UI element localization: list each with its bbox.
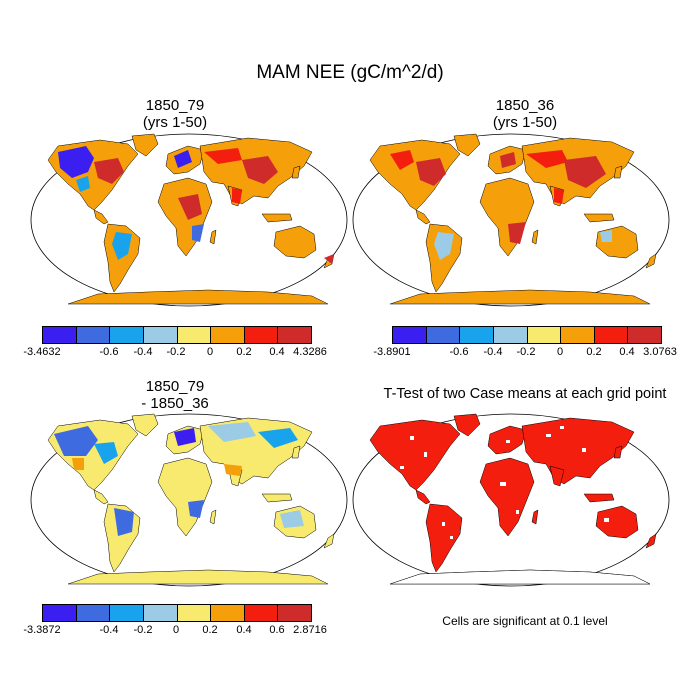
panel2-title: 1850_36 (yrs 1-50) [390, 97, 660, 131]
colorbar-panel1 [42, 326, 312, 344]
colorbar-label: -3.3872 [23, 624, 61, 636]
colorbar-swatch [43, 327, 77, 343]
colorbar-swatch [143, 327, 178, 343]
panel3-title: 1850_79 - 1850_36 [40, 378, 310, 412]
colorbar-swatch [278, 605, 311, 621]
panel1-title: 1850_79 (yrs 1-50) [40, 97, 310, 131]
anomaly-patches [58, 146, 334, 264]
colorbar-swatch [460, 327, 494, 343]
panel3-title-line1: 1850_79 [145, 378, 205, 395]
panel3-title-line2: - 1850_36 [141, 395, 209, 412]
panel2-title-line2: (yrs 1-50) [492, 114, 558, 131]
colorbar-swatch [244, 327, 279, 343]
colorbar-swatch [594, 327, 629, 343]
colorbar-label: 0.6 [269, 624, 285, 636]
colorbar-label: 0.2 [236, 346, 252, 358]
colorbar-swatch [393, 327, 427, 343]
colorbar-label: -0.4 [99, 624, 119, 636]
colorbar-label: -0.2 [133, 624, 153, 636]
antarctica-not-significant [389, 569, 651, 585]
colorbar-label: 0 [172, 624, 180, 636]
panel1-title-line2: (yrs 1-50) [142, 114, 208, 131]
colorbar-swatch [110, 327, 144, 343]
colorbar-swatch [43, 605, 77, 621]
colorbar-swatch [628, 327, 661, 343]
colorbar-label: 0.4 [619, 346, 635, 358]
colorbar-swatch [76, 605, 111, 621]
anomaly-patches [390, 150, 612, 260]
colorbar-label: 0.2 [586, 346, 602, 358]
colorbar-swatch [211, 605, 245, 621]
colorbar-swatch [527, 327, 562, 343]
colorbar-label: -3.4632 [23, 346, 61, 358]
colorbar-label: -0.6 [449, 346, 469, 358]
colorbar-swatch [561, 327, 595, 343]
anomaly-patches [54, 422, 304, 536]
colorbar-label: 0.4 [269, 346, 285, 358]
colorbar-label: -0.6 [99, 346, 119, 358]
panel1-title-line1: 1850_79 [145, 97, 205, 114]
colorbar-label: -3.8901 [373, 346, 411, 358]
significance-note: Cells are significant at 0.1 level [442, 614, 608, 628]
map-panel-1850-79 [30, 133, 348, 307]
non-significant-speckles [400, 426, 609, 539]
colorbar-label: -0.4 [483, 346, 503, 358]
colorbar-label: -0.2 [166, 346, 186, 358]
colorbar-panel3 [42, 604, 312, 622]
map-panel-1850-36 [352, 133, 670, 307]
map-panel-difference [30, 413, 348, 587]
colorbar-swatch [143, 605, 178, 621]
colorbar-label: 0.2 [202, 624, 218, 636]
colorbar-swatch [426, 327, 461, 343]
colorbar-swatch [211, 327, 245, 343]
map-panel-ttest [352, 413, 670, 587]
panel4-title-line1: T-Test of two Case means at each grid po… [383, 386, 667, 402]
colorbar-swatch [244, 605, 279, 621]
panel4-title: T-Test of two Case means at each grid po… [350, 386, 700, 403]
colorbar-label: 3.0763 [643, 346, 677, 358]
colorbar-label: -0.2 [516, 346, 536, 358]
colorbar-panel2 [392, 326, 662, 344]
colorbar-label: 0 [556, 346, 564, 358]
colorbar-swatch [278, 327, 311, 343]
colorbar-swatch [177, 605, 212, 621]
main-title: MAM NEE (gC/m^2/d) [256, 62, 444, 83]
colorbar-swatch [493, 327, 528, 343]
panel2-title-line1: 1850_36 [495, 97, 555, 114]
colorbar-label: 4.3286 [293, 346, 327, 358]
colorbar-swatch [110, 605, 144, 621]
colorbar-label: 0.4 [236, 624, 252, 636]
colorbar-label: 2.8716 [293, 624, 327, 636]
colorbar-swatch [76, 327, 111, 343]
colorbar-label: -0.4 [133, 346, 153, 358]
colorbar-swatch [177, 327, 212, 343]
colorbar-label: 0 [206, 346, 214, 358]
